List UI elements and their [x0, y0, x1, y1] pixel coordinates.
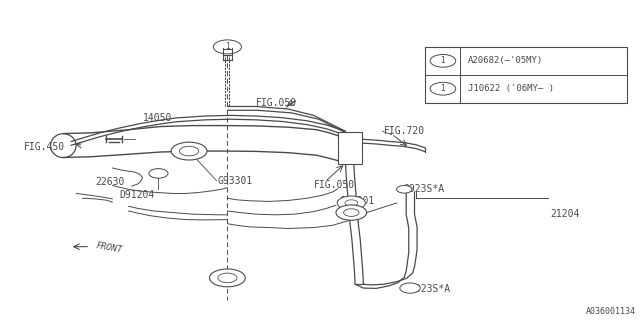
Bar	[338, 132, 362, 164]
Text: FIG.720: FIG.720	[384, 126, 425, 136]
Bar	[426, 47, 627, 103]
Text: J10622 ('06MY– ): J10622 ('06MY– )	[468, 84, 554, 93]
Circle shape	[397, 186, 412, 193]
Text: 0923S*A: 0923S*A	[410, 284, 451, 294]
Text: D91204: D91204	[119, 190, 154, 200]
Circle shape	[336, 205, 367, 220]
Text: A036001134: A036001134	[586, 307, 636, 316]
Text: 0923S*A: 0923S*A	[403, 184, 444, 194]
Text: 22630: 22630	[95, 177, 125, 187]
Text: 21204: 21204	[550, 209, 579, 219]
Circle shape	[337, 196, 365, 210]
Circle shape	[209, 269, 245, 287]
Text: G93301: G93301	[218, 176, 253, 186]
Text: A20682(–'05MY): A20682(–'05MY)	[468, 56, 543, 65]
Text: 14050: 14050	[143, 113, 172, 123]
Text: FIG.450: FIG.450	[24, 142, 65, 152]
Text: G93301: G93301	[339, 196, 374, 206]
Circle shape	[149, 169, 168, 178]
Text: FIG.050: FIG.050	[256, 98, 297, 108]
Circle shape	[400, 283, 420, 293]
Text: 1: 1	[440, 84, 445, 93]
Text: FIG.050: FIG.050	[314, 180, 355, 190]
Text: 1: 1	[225, 42, 230, 52]
Text: 1: 1	[440, 56, 445, 65]
Text: FRONT: FRONT	[95, 241, 124, 254]
Circle shape	[172, 142, 207, 160]
